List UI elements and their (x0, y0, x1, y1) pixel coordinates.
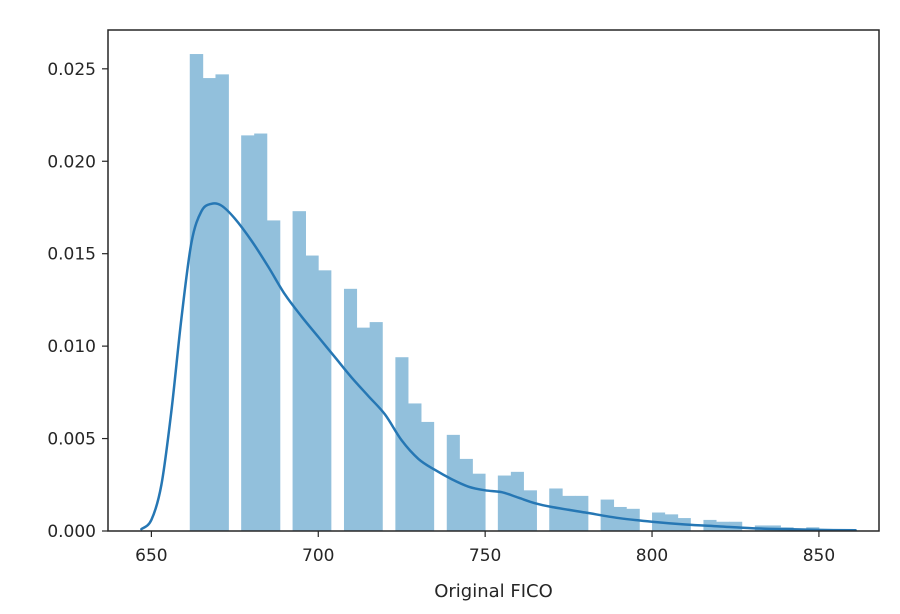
y-tick-label: 0.010 (47, 337, 96, 357)
histogram-bars (189, 54, 846, 532)
y-tick-label: 0.005 (47, 430, 96, 450)
histogram-bar (408, 403, 422, 531)
histogram-bar (421, 421, 435, 531)
histogram-bar (446, 434, 460, 531)
x-tick-label: 650 (135, 546, 167, 566)
histogram-bar (472, 473, 486, 531)
x-tick-label: 750 (469, 546, 501, 566)
histogram-bar (241, 135, 255, 531)
histogram-bar (343, 288, 358, 531)
x-tick-label: 850 (803, 546, 835, 566)
x-axis-title: Original FICO (434, 581, 553, 602)
histogram-bar (305, 255, 319, 532)
histogram-bar (369, 322, 383, 531)
histogram-bar (574, 495, 589, 531)
y-tick-label: 0.025 (47, 60, 96, 80)
x-axis-ticks: 650 700 750 800 850 (135, 531, 835, 566)
histogram-bar (497, 475, 512, 531)
y-tick-label: 0.015 (47, 245, 96, 265)
histogram-bar (254, 133, 268, 531)
histogram-bar (318, 270, 332, 531)
y-tick-label: 0.000 (47, 522, 96, 542)
kde-line (140, 202, 857, 532)
y-tick-label: 0.020 (47, 152, 96, 172)
histogram-bar (189, 54, 204, 532)
histogram-bar (549, 488, 563, 531)
histogram-bar (395, 357, 409, 531)
plot-frame (107, 29, 880, 532)
histogram-bar (523, 490, 537, 531)
histogram-bar (459, 458, 473, 531)
histogram-bar (202, 78, 216, 532)
histogram-bar (356, 327, 371, 531)
histogram-bar (510, 471, 524, 531)
x-tick-label: 700 (302, 546, 334, 566)
x-tick-label: 800 (636, 546, 668, 566)
histogram-bar (266, 220, 281, 531)
y-axis-ticks: 0.000 0.005 0.010 0.015 0.020 0.025 (47, 60, 108, 542)
histogram-bar (562, 495, 576, 531)
histogram-bar (292, 211, 306, 531)
histogram-bar (215, 74, 229, 531)
